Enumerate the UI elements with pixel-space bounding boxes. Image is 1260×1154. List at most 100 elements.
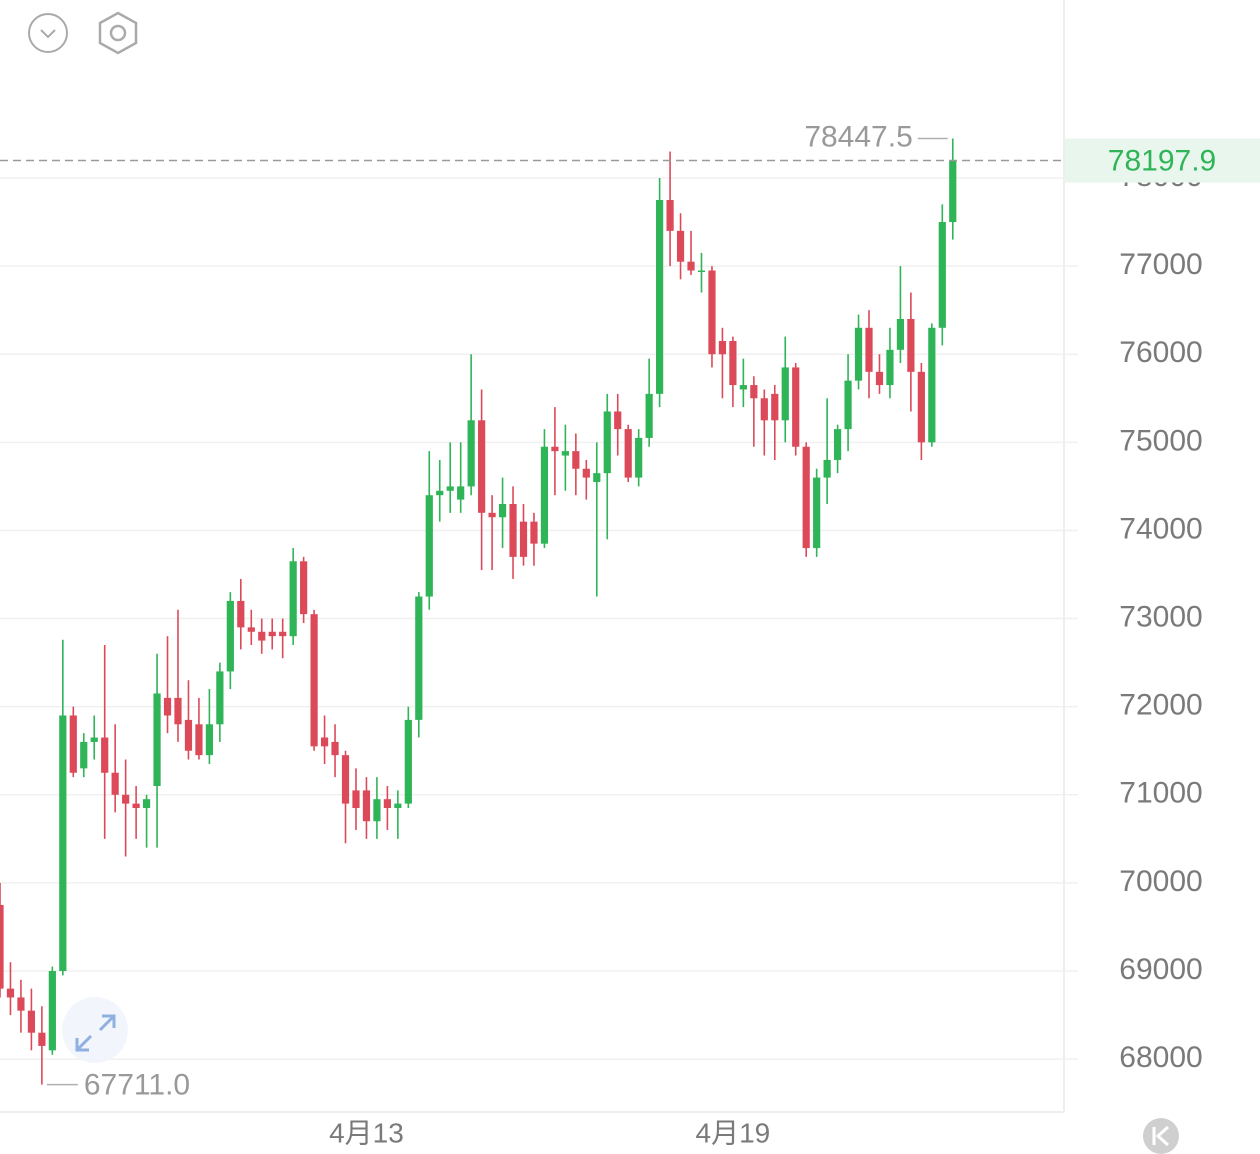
candle-body xyxy=(478,420,486,513)
y-tick-label: 70000 xyxy=(1119,865,1202,898)
candle-body xyxy=(373,799,381,822)
y-tick-label: 68000 xyxy=(1119,1041,1202,1074)
candle-body xyxy=(446,486,454,491)
candle-body xyxy=(771,393,779,421)
candle-body xyxy=(572,451,580,469)
candle-body xyxy=(268,631,276,637)
candle-body xyxy=(802,446,810,549)
candle-body xyxy=(896,318,905,350)
y-tick-label: 71000 xyxy=(1119,777,1202,810)
y-tick-label: 76000 xyxy=(1119,336,1202,369)
candle-body xyxy=(80,741,88,769)
candle-body xyxy=(865,327,873,372)
candle-body xyxy=(436,490,444,496)
candle-body xyxy=(697,270,706,273)
candle-body xyxy=(27,1010,36,1033)
candle-body xyxy=(938,222,946,328)
candle-body xyxy=(101,737,109,773)
y-tick-label: 73000 xyxy=(1119,600,1202,633)
candle-body xyxy=(48,971,56,1051)
candle-body xyxy=(205,724,213,756)
candle-body xyxy=(310,614,318,747)
y-tick-label: 72000 xyxy=(1119,689,1202,722)
candle-body xyxy=(320,737,329,747)
candle-body xyxy=(352,790,360,809)
candle-body xyxy=(184,719,193,751)
dropdown-button[interactable] xyxy=(28,13,68,53)
candle-body xyxy=(928,327,936,443)
candle-body xyxy=(917,371,925,443)
candle-body xyxy=(739,385,747,390)
candle-body xyxy=(69,715,77,773)
candle-body xyxy=(823,459,831,478)
candle-body xyxy=(163,697,172,716)
candle-body xyxy=(582,468,590,478)
candle-body xyxy=(949,160,957,223)
candle-body xyxy=(561,451,569,456)
candle-body xyxy=(467,420,475,487)
candle-body xyxy=(258,631,266,641)
candle-body xyxy=(614,411,622,430)
candle-body xyxy=(624,429,632,478)
candle-body xyxy=(519,521,528,557)
candle-body xyxy=(875,371,884,386)
candle-body xyxy=(813,477,821,549)
candle-body xyxy=(38,1032,46,1046)
candle-body xyxy=(708,270,716,355)
candle-body xyxy=(488,512,496,518)
candle-body xyxy=(383,799,391,809)
candle-body xyxy=(195,724,203,756)
x-tick-label: 4月13 xyxy=(329,1117,404,1148)
candle-body xyxy=(509,504,517,557)
candle-body xyxy=(289,561,297,637)
candle-body xyxy=(415,596,423,720)
candle-body xyxy=(530,521,538,544)
candle-body xyxy=(0,904,4,989)
expand-button[interactable] xyxy=(62,997,128,1063)
candle-body xyxy=(226,600,234,672)
y-tick-label: 75000 xyxy=(1119,424,1202,457)
candle-body xyxy=(362,790,371,822)
candle-body xyxy=(645,393,653,438)
candle-body xyxy=(781,367,789,421)
candle-body xyxy=(341,755,350,804)
candle-body xyxy=(886,349,894,386)
candle-body xyxy=(907,318,915,372)
candle-body xyxy=(237,600,245,628)
candle-body xyxy=(457,486,465,500)
last-price-box xyxy=(1065,138,1260,183)
settings-button[interactable] xyxy=(98,11,138,55)
candle-body xyxy=(331,741,339,756)
candle-body xyxy=(718,341,727,355)
candle-body xyxy=(498,504,507,518)
candle-body xyxy=(300,561,308,615)
candle-body xyxy=(603,411,611,474)
y-tick-label: 74000 xyxy=(1119,512,1202,545)
candle-body xyxy=(729,341,737,386)
y-tick-label: 77000 xyxy=(1119,248,1202,281)
candle-body xyxy=(111,772,119,795)
candle-body xyxy=(6,988,15,998)
candle-body xyxy=(17,997,25,1011)
candle-body xyxy=(834,429,842,460)
candle-body xyxy=(394,803,402,809)
overlay: 78197.9 78447.5 67711.0 xyxy=(0,120,1260,1102)
last-price-label: 78197.9 xyxy=(1108,144,1216,177)
candle-body xyxy=(750,385,758,399)
candle-body xyxy=(153,693,161,786)
candles xyxy=(0,138,957,1085)
candle-body xyxy=(551,446,559,452)
candle-body xyxy=(216,671,224,725)
candle-body xyxy=(247,627,255,632)
candle-body xyxy=(174,697,182,725)
scroll-to-latest-button[interactable] xyxy=(1143,1118,1179,1154)
candle-body xyxy=(656,200,664,394)
max-label: 78447.5 xyxy=(804,120,912,153)
candle-body xyxy=(540,446,549,544)
y-tick-label: 69000 xyxy=(1119,953,1202,986)
candle-body xyxy=(687,261,695,271)
candle-body xyxy=(142,799,151,809)
